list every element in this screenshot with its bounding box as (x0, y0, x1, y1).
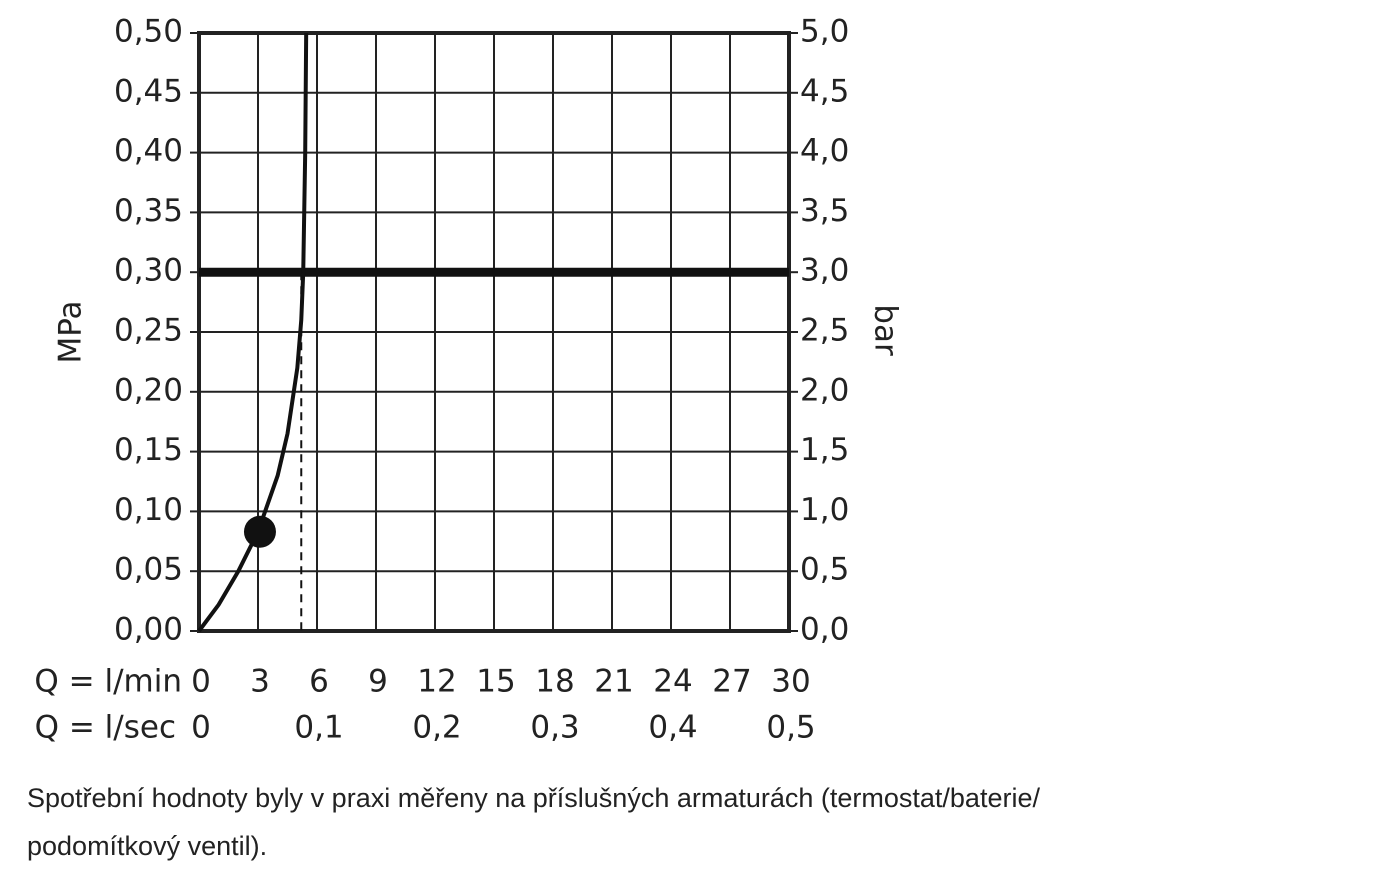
y-tick-label: 0,20 (114, 372, 183, 408)
y2-tick-label: 0,0 (800, 612, 849, 648)
x2-axis-label: Q = l/sec (35, 710, 176, 746)
y2-tick-label: 1,5 (800, 432, 849, 468)
x-tick-label: 21 (594, 664, 633, 700)
x-tick-label: 18 (535, 664, 574, 700)
x-tick-label: 6 (309, 664, 329, 700)
x2-tick-label: 0,4 (648, 710, 697, 746)
plot-frame (197, 31, 791, 633)
x2-tick-label: 0,5 (766, 710, 815, 746)
y2-tick-label: 2,0 (800, 372, 849, 408)
y2-tick-label: 3,5 (800, 193, 849, 229)
y2-tick-label: 0,5 (800, 552, 849, 588)
x2-tick-label: 0,1 (294, 710, 343, 746)
y-tick-label: 0,35 (114, 193, 183, 229)
y2-tick-label: 4,0 (800, 133, 849, 169)
x2-tick-label: 0,2 (412, 710, 461, 746)
x-tick-label: 3 (250, 664, 270, 700)
marker (243, 515, 276, 548)
y-tick-label: 0,40 (114, 133, 183, 169)
x-tick-label: 30 (771, 664, 810, 700)
x-tick-label: 0 (191, 664, 211, 700)
y-tick-label: 0,10 (114, 492, 183, 528)
x-tick-label: 24 (653, 664, 692, 700)
x-axis-label: Q = l/min (34, 664, 182, 700)
y-tick-label: 0,15 (114, 432, 183, 468)
y-tick-label: 0,25 (114, 313, 183, 349)
y-axis-label: MPa (53, 300, 89, 363)
caption: Spotřební hodnoty byly v praxi měřeny na… (27, 783, 1040, 813)
y-tick-label: 0,00 (114, 612, 183, 648)
y-tick-label: 0,50 (114, 14, 183, 50)
x-tick-label: 15 (476, 664, 515, 700)
y-tick-label: 0,45 (114, 73, 183, 109)
y2-axis-label: bar (868, 304, 904, 356)
x2-tick-label: 0,3 (530, 710, 579, 746)
x-tick-label: 9 (368, 664, 388, 700)
y2-tick-label: 1,0 (800, 492, 849, 528)
y2-tick-label: 2,5 (800, 313, 849, 349)
x2-tick-label: 0 (191, 710, 211, 746)
y2-tick-label: 4,5 (800, 73, 849, 109)
y-tick-label: 0,05 (114, 552, 183, 588)
x-tick-label: 12 (417, 664, 456, 700)
y2-tick-label: 5,0 (800, 14, 849, 50)
y-tick-label: 0,30 (114, 253, 183, 289)
curve (197, 32, 309, 633)
caption: podomítkový ventil). (27, 831, 267, 861)
x-tick-label: 27 (712, 664, 751, 700)
y2-tick-label: 3,0 (800, 253, 849, 289)
